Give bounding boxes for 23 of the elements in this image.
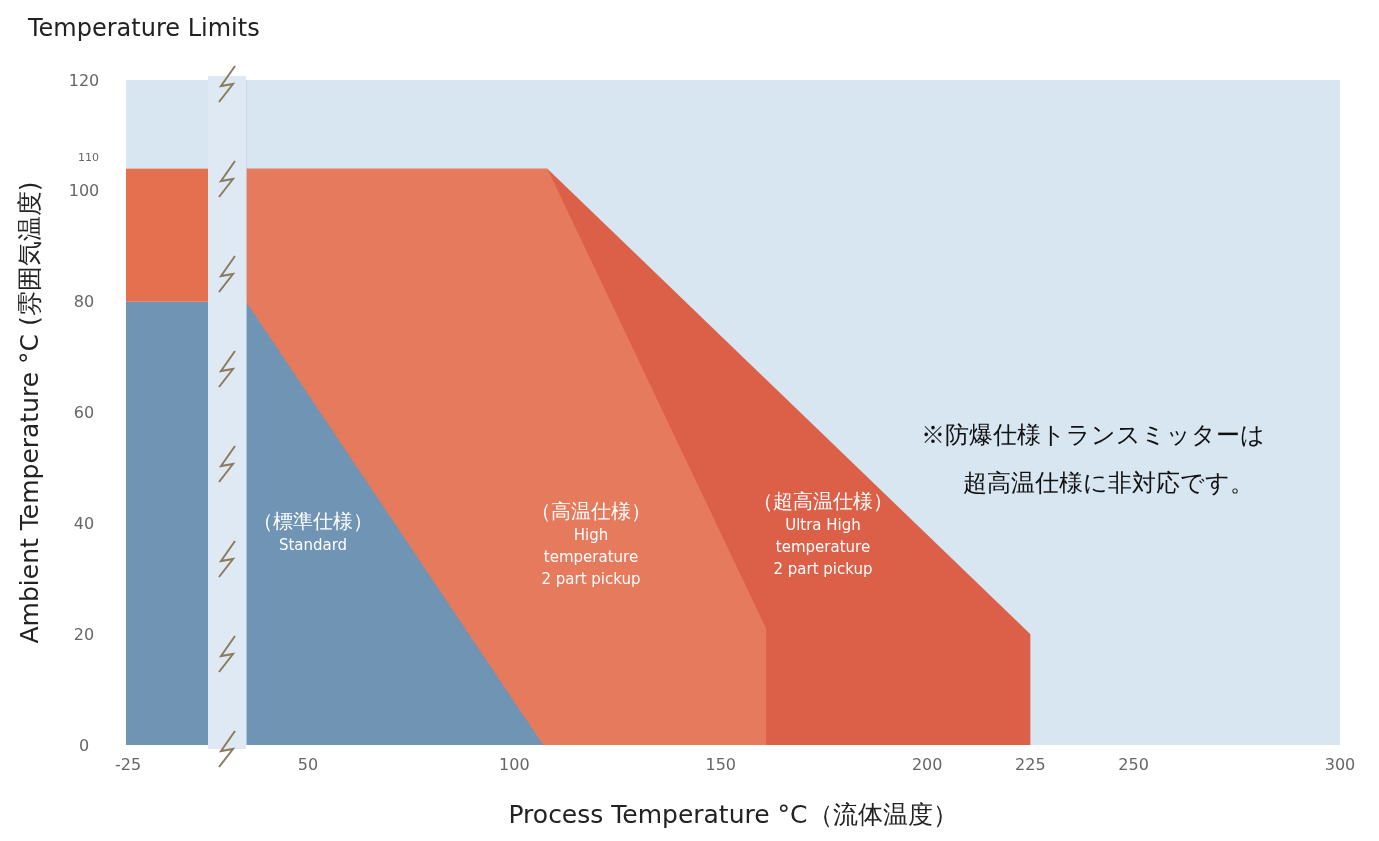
series-label: （高温仕様） High temperature 2 part pickup — [531, 499, 651, 588]
y-tick-label: 60 — [73, 403, 95, 423]
series-label: （超高温仕様） Ultra High temperature 2 part pickup — [753, 489, 893, 578]
y-tick-label: 100 — [68, 181, 100, 201]
y-tick-label: 80 — [73, 292, 95, 312]
y-tick-label: 20 — [73, 624, 95, 644]
x-tick-label: 200 — [911, 755, 943, 774]
x-tick-label: 250 — [1118, 755, 1149, 774]
annotation: ※防爆仕様トランスミッターは超高温仕様に非対応です。 — [921, 421, 1265, 497]
x-tick-label: 100 — [499, 755, 530, 774]
series-label: （標準仕様） Standard — [253, 509, 373, 554]
x-tick-label: 300 — [1324, 755, 1356, 774]
text: 110 — [78, 150, 99, 164]
x-axis-title: Process Temperature °C（流体温度） — [508, 800, 958, 829]
y-axis-title: Ambient Temperature °C (雰囲気温度) — [15, 181, 44, 644]
x-tick-label: -25 — [114, 755, 142, 774]
y-tick-label: 40 — [73, 513, 95, 533]
chart-title: Temperature Limits — [27, 14, 260, 42]
y-tick-label: 0 — [78, 735, 90, 755]
x-tick-label: 225 — [1015, 755, 1046, 774]
y-tick-label: 120 — [68, 70, 100, 90]
x-tick-label: 150 — [705, 755, 737, 774]
x-tick-label: 50 — [297, 755, 319, 774]
